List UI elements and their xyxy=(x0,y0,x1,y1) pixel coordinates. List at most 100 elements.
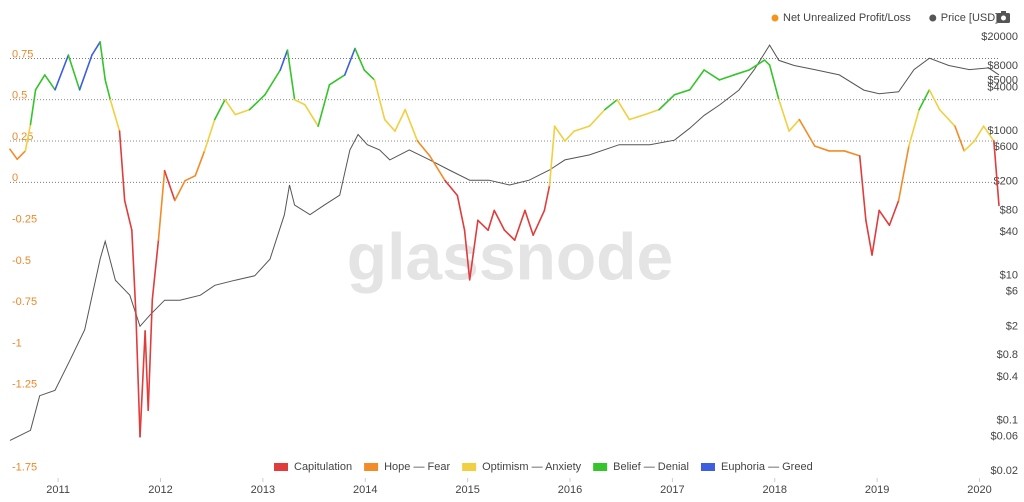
nupl-segment xyxy=(24,123,32,152)
nupl-segment xyxy=(9,148,18,160)
y2-tick-label: $20000 xyxy=(981,31,1018,43)
nupl-segment xyxy=(564,130,575,142)
nupl-segment xyxy=(118,130,126,202)
nupl-segment xyxy=(363,69,376,81)
nupl-segment xyxy=(954,125,965,152)
zone-swatch xyxy=(462,463,477,471)
watermark: glassnode xyxy=(347,219,673,293)
x-tick-label: 2017 xyxy=(660,484,684,496)
y-tick-label: 0.25 xyxy=(12,131,33,143)
nupl-segment xyxy=(54,54,70,91)
y2-tick-label: $600 xyxy=(994,141,1018,153)
y-tick-label: -1 xyxy=(12,337,22,349)
nupl-segment xyxy=(878,209,891,227)
nupl-segment xyxy=(493,209,506,232)
nupl-segment xyxy=(477,219,489,232)
zone-swatch xyxy=(364,463,379,471)
y2-tick-label: $200 xyxy=(994,176,1018,188)
nupl-segment xyxy=(139,330,146,438)
nupl-segment xyxy=(194,150,206,177)
nupl-segment xyxy=(888,199,900,227)
nupl-segment xyxy=(673,89,691,96)
nupl-segment xyxy=(78,54,93,91)
nupl-segment xyxy=(768,64,780,101)
nupl-segment xyxy=(918,89,931,111)
x-tick-label: 2015 xyxy=(455,484,479,496)
y-tick-label: 0.5 xyxy=(12,90,27,102)
nupl-segment xyxy=(174,179,186,202)
y2-tick-label: $0.1 xyxy=(997,414,1018,426)
nupl-segment xyxy=(29,89,37,126)
nupl-segment xyxy=(798,118,816,147)
y2-tick-label: $10 xyxy=(1000,270,1018,282)
zone-legend-item: Capitulation xyxy=(274,461,352,473)
zone-swatch xyxy=(274,463,288,471)
nupl-segment xyxy=(213,98,226,121)
nupl-segment xyxy=(487,209,496,232)
x-tick-label: 2012 xyxy=(148,484,172,496)
nupl-segment xyxy=(543,184,551,212)
y-tick-label: -0.75 xyxy=(12,296,37,308)
camera-lens xyxy=(1001,15,1006,21)
nupl-segment xyxy=(328,74,346,86)
zone-legend-item: Euphoria — Greed xyxy=(700,461,813,473)
nupl-segment xyxy=(317,84,331,127)
nupl-segment xyxy=(99,41,107,81)
y2-tick-label: $2 xyxy=(1006,320,1018,332)
zone-swatch xyxy=(593,463,608,471)
zone-legend-item: Belief — Denial xyxy=(593,461,689,473)
nupl-segment xyxy=(373,79,386,121)
y2-tick-label: $80 xyxy=(1000,204,1018,216)
nupl-segment xyxy=(532,209,546,236)
nupl-segment xyxy=(394,108,406,132)
nupl-segment xyxy=(938,108,956,127)
nupl-segment xyxy=(748,59,766,71)
y2-tick-label: $0.8 xyxy=(997,349,1018,361)
y2-tick-label: $6 xyxy=(1006,286,1018,298)
nupl-segment xyxy=(135,313,141,438)
nupl-segment xyxy=(456,194,466,232)
legend-item[interactable]: Price [USD] xyxy=(929,12,998,24)
zone-label: Hope — Fear xyxy=(384,461,450,473)
nupl-segment xyxy=(286,49,296,101)
nupl-segment xyxy=(963,140,976,152)
nupl-segment xyxy=(343,47,356,76)
nupl-segment xyxy=(16,150,27,160)
nupl-segment xyxy=(908,108,920,147)
nupl-segment xyxy=(788,118,801,132)
price-line xyxy=(9,44,1000,441)
nupl-segment xyxy=(444,179,459,197)
nupl-segment xyxy=(109,98,121,132)
nupl-segment xyxy=(628,113,646,121)
nupl-segment xyxy=(688,69,705,91)
legend-dot xyxy=(929,14,937,22)
nupl-segment xyxy=(157,169,166,241)
camera-icon[interactable] xyxy=(997,11,1010,23)
camera-top xyxy=(1001,11,1006,14)
legend-item[interactable]: Net Unrealized Profit/Loss xyxy=(771,12,912,24)
x-tick-label: 2019 xyxy=(865,484,889,496)
nupl-segment xyxy=(248,93,266,111)
nupl-segment xyxy=(147,298,154,412)
nupl-segment xyxy=(293,98,306,106)
nupl-segment xyxy=(588,108,606,127)
zone-legend-item: Optimism — Anxiety xyxy=(462,461,582,473)
y2-tick-label: $1000 xyxy=(987,125,1018,137)
nupl-segment xyxy=(264,69,282,96)
legend-dot xyxy=(771,14,779,22)
nupl-segment xyxy=(123,199,133,232)
y2-tick-label: $0.02 xyxy=(990,465,1018,477)
nupl-segment xyxy=(503,229,516,241)
nupl-segment xyxy=(104,79,112,101)
y2-tick-label: $40 xyxy=(1000,226,1018,238)
nupl-segment xyxy=(548,125,556,187)
nupl-segment xyxy=(871,209,880,256)
nupl-segment xyxy=(131,229,137,316)
zone-swatch xyxy=(700,463,715,471)
nupl-segment xyxy=(428,155,446,182)
nupl-segment xyxy=(163,169,176,202)
nupl-segment xyxy=(34,74,46,91)
y2-tick-label: $8000 xyxy=(987,60,1018,72)
nupl-segment xyxy=(304,103,319,127)
